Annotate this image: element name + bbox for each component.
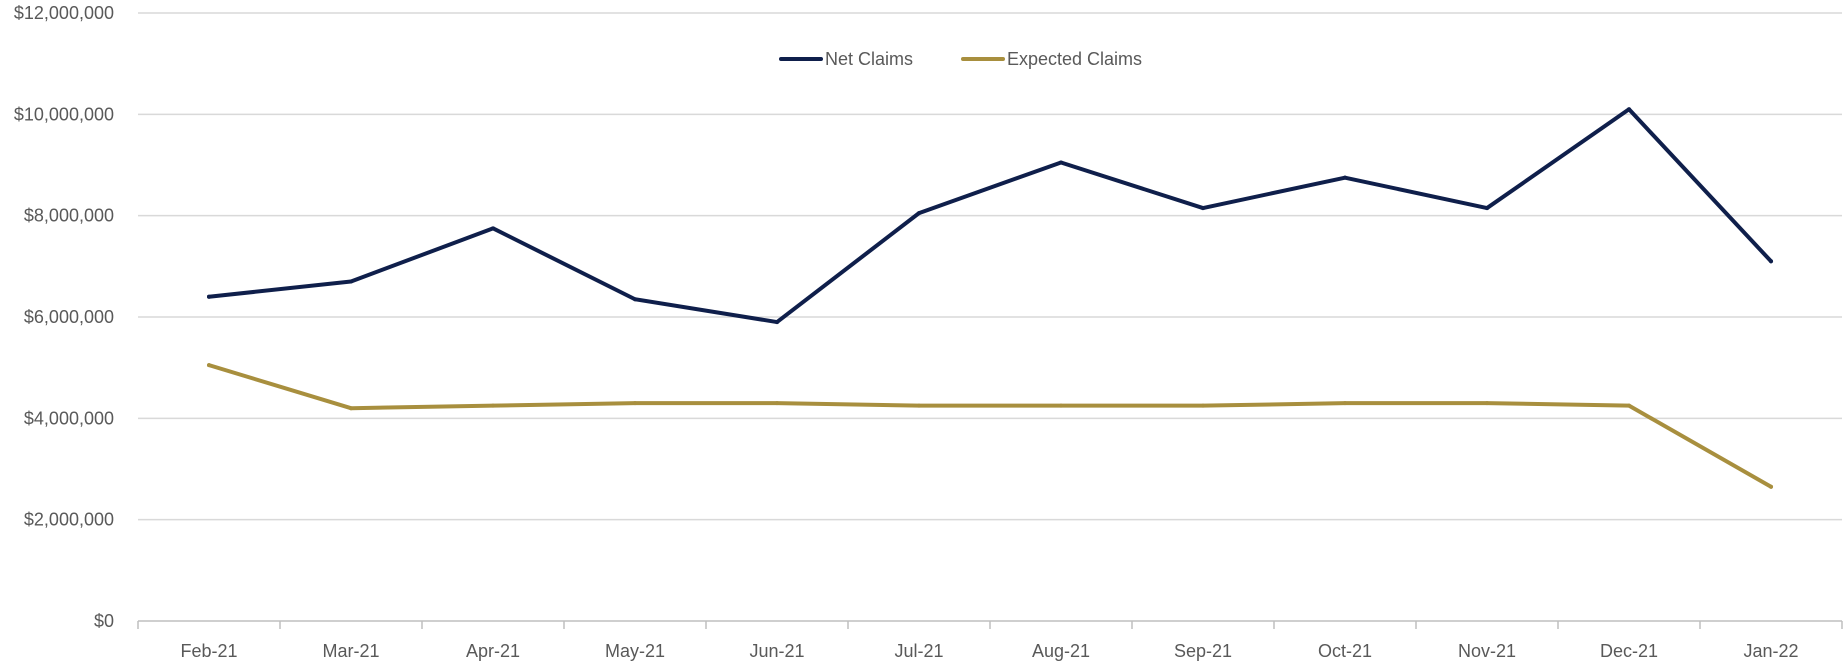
- legend-label: Net Claims: [825, 49, 913, 69]
- legend-label: Expected Claims: [1007, 49, 1142, 69]
- legend: Net Claims Expected Claims: [779, 49, 1142, 69]
- data-point: [917, 211, 921, 216]
- data-point: [1769, 259, 1773, 264]
- data-point: [207, 294, 211, 299]
- y-tick-label: $2,000,000: [24, 510, 114, 530]
- y-tick-label: $0: [94, 611, 114, 631]
- x-tick-label: Mar-21: [322, 641, 379, 661]
- data-point: [775, 320, 779, 325]
- data-point: [1201, 206, 1205, 211]
- data-point: [1343, 175, 1347, 180]
- series-line-expected-claims: [207, 363, 1773, 489]
- data-point: [633, 297, 637, 302]
- x-tick-label: Feb-21: [180, 641, 237, 661]
- data-point: [491, 226, 495, 231]
- data-point: [207, 363, 211, 368]
- data-point: [349, 406, 353, 411]
- x-tick-label: Apr-21: [466, 641, 520, 661]
- data-point: [1485, 401, 1489, 406]
- y-tick-label: $4,000,000: [24, 408, 114, 428]
- data-point: [491, 403, 495, 408]
- data-point: [1485, 206, 1489, 211]
- y-tick-label: $12,000,000: [14, 3, 114, 23]
- data-point: [1627, 107, 1631, 112]
- data-point: [1059, 160, 1063, 165]
- x-tick-label: Jul-21: [894, 641, 943, 661]
- x-tick-label: Oct-21: [1318, 641, 1372, 661]
- x-tick-label: Sep-21: [1174, 641, 1232, 661]
- data-point: [349, 279, 353, 284]
- y-tick-label: $10,000,000: [14, 104, 114, 124]
- x-tick-label: Jun-21: [749, 641, 804, 661]
- data-point: [1059, 403, 1063, 408]
- gridlines: [138, 12, 1842, 521]
- y-tick-label: $6,000,000: [24, 307, 114, 327]
- series-line-net-claims: [207, 107, 1773, 325]
- data-point: [1769, 484, 1773, 489]
- data-point: [1343, 401, 1347, 406]
- x-tick-label: Jan-22: [1743, 641, 1798, 661]
- x-axis: Feb-21 Mar-21 Apr-21 May-21 Jun-21 Jul-21 Aug-…: [137, 620, 1843, 661]
- data-point: [1201, 403, 1205, 408]
- y-tick-label: $8,000,000: [24, 206, 114, 226]
- x-tick-label: May-21: [605, 641, 665, 661]
- data-point: [633, 401, 637, 406]
- data-point: [1627, 403, 1631, 408]
- x-tick-label: Aug-21: [1032, 641, 1090, 661]
- x-tick-label: Dec-21: [1600, 641, 1658, 661]
- data-point: [917, 403, 921, 408]
- series-lines: [207, 107, 1773, 489]
- x-tick-label: Nov-21: [1458, 641, 1516, 661]
- data-point: [775, 401, 779, 406]
- y-axis: $0 $2,000,000 $4,000,000 $6,000,000 $8,000,0…: [14, 3, 114, 631]
